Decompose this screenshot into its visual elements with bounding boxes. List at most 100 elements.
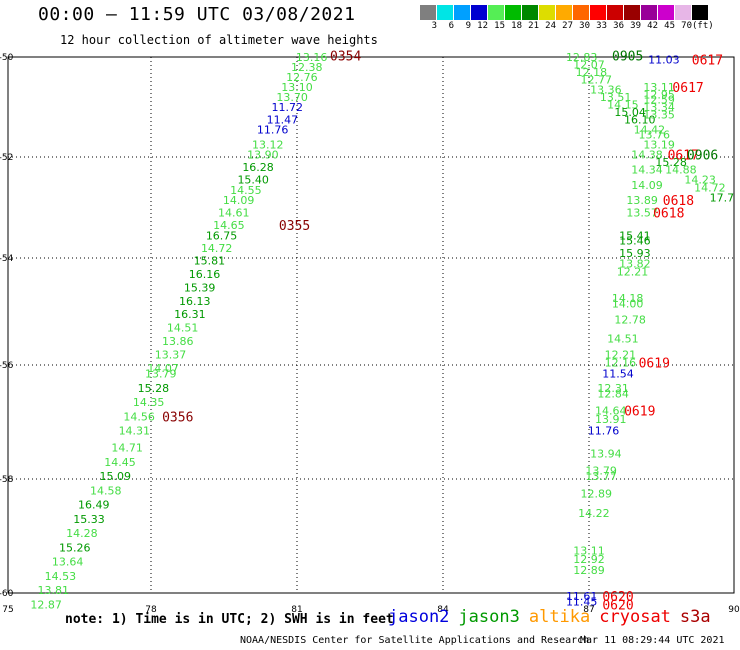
legend-altika: altika — [528, 607, 591, 627]
wave-height-label: 11.45 — [566, 596, 598, 609]
latitude-tick-label: -58 — [0, 475, 14, 485]
colorbar-label: 6 — [448, 21, 454, 31]
wave-height-label: 14.18 — [612, 292, 644, 305]
wave-height-label: 15.93 — [619, 247, 651, 260]
longitude-tick-label: 90 — [728, 605, 740, 615]
footer-note: note: 1) Time is in UTC; 2) SWH is in fe… — [65, 612, 394, 627]
wave-height-colorbar — [420, 5, 709, 20]
pass-time-label: 0618 — [663, 194, 694, 209]
colorbar-label: 12 — [477, 21, 488, 31]
wave-height-label: 15.46 — [619, 234, 651, 247]
colorbar-swatch — [658, 5, 675, 20]
wave-height-label: 17.7 — [710, 191, 735, 204]
pass-time-label: 0617 — [668, 149, 699, 164]
latitude-tick-label: -52 — [0, 153, 13, 163]
wave-height-label: 15.41 — [619, 229, 651, 242]
wave-height-label: 13.51 — [600, 91, 632, 104]
pass-time-label: 0355 — [279, 219, 310, 234]
wave-height-label: 14.51 — [167, 322, 199, 335]
pass-time-label: 0620 — [602, 598, 633, 613]
colorbar-label: 45 — [664, 21, 675, 31]
generated-timestamp: Mar 11 08:29:44 UTC 2021 — [580, 635, 725, 646]
colorbar-swatch — [454, 5, 471, 20]
wave-height-label: 15.28 — [138, 382, 170, 395]
wave-height-label: 14.53 — [45, 570, 77, 583]
wave-height-label: 14.72 — [694, 181, 726, 194]
map-title: 00:00 – 11:59 UTC 03/08/2021 — [38, 4, 356, 25]
wave-height-label: 14.61 — [218, 207, 250, 220]
legend-jason3: jason3 — [458, 607, 520, 627]
wave-height-label: 13.77 — [585, 470, 617, 483]
wave-height-label: 16.10 — [624, 114, 656, 127]
wave-height-label: 12.89 — [581, 487, 613, 500]
wave-height-label: 14.51 — [607, 332, 639, 345]
wave-height-label: 12.31 — [597, 382, 629, 395]
wave-height-label: 13.94 — [590, 447, 622, 460]
map-subtitle: 12 hour collection of altimeter wave hei… — [60, 33, 378, 47]
wave-height-label: 13.11 — [643, 81, 675, 94]
wave-height-label: 15.04 — [614, 106, 646, 119]
colorbar-label: 27 — [562, 21, 573, 31]
wave-height-label: 11.47 — [267, 114, 299, 127]
wave-height-label: 11.76 — [588, 425, 620, 438]
wave-height-label: 15.09 — [100, 470, 132, 483]
wave-height-label: 11.72 — [272, 101, 304, 114]
wave-height-label: 13.76 — [639, 129, 671, 142]
wave-height-label: 12.84 — [597, 388, 629, 401]
wave-height-label: 12.77 — [581, 74, 613, 87]
colorbar-label: 39 — [630, 21, 641, 31]
legend-jason2: jason2 — [388, 607, 450, 627]
wave-height-label: 13.70 — [276, 91, 308, 104]
pass-time-label: 0620 — [602, 590, 633, 605]
pass-time-label: 0356 — [162, 410, 193, 425]
colorbar-swatch — [573, 5, 590, 20]
wave-height-label: 14.65 — [213, 219, 245, 232]
colorbar-swatch — [488, 5, 505, 20]
colorbar-labels: 3 6 9 12 15 18 21 24 27 30 33 36 39 42 45 70 (ft) — [420, 21, 714, 31]
wave-height-label: 13.12 — [252, 139, 284, 152]
wave-height-label: 12.18 — [576, 66, 608, 79]
colorbar-label: 3 — [431, 21, 437, 31]
wave-height-label: 14.55 — [230, 184, 262, 197]
wave-height-label: 13.57 — [626, 207, 658, 220]
wave-height-label: 13.64 — [52, 556, 84, 569]
wave-height-label: 14.35 — [133, 396, 165, 409]
wave-height-label: 13.86 — [162, 335, 194, 348]
wave-height-label: 13.37 — [155, 348, 187, 361]
wave-height-label: 12.87 — [30, 598, 62, 611]
pass-time-label: 0905 — [612, 50, 643, 65]
colorbar-swatch — [675, 5, 692, 20]
wave-height-label: 13.35 — [643, 109, 675, 122]
wave-height-label: 13.90 — [247, 149, 279, 162]
pass-time-label: 0906 — [687, 149, 718, 164]
wave-height-label: 12.95 — [643, 89, 675, 102]
wave-height-label: 16.31 — [174, 308, 206, 321]
wave-height-label: 16.49 — [78, 499, 110, 512]
latitude-tick-label: -56 — [0, 361, 14, 371]
colorbar-label: 36 — [613, 21, 624, 31]
wave-height-label: 13.82 — [619, 257, 651, 270]
colorbar-swatch — [539, 5, 556, 20]
wave-height-label: 15.39 — [184, 281, 216, 294]
wave-height-label: 14.09 — [631, 179, 663, 192]
pass-time-label: 0617 — [672, 81, 703, 96]
wave-height-label: 15.40 — [237, 174, 269, 187]
wave-height-label: 16.13 — [179, 295, 211, 308]
wave-height-label: 14.88 — [665, 164, 697, 177]
wave-height-label: 14.64 — [595, 405, 627, 418]
wave-height-label: 14.45 — [104, 456, 136, 469]
wave-height-label: 14.38 — [631, 149, 663, 162]
wave-height-label: 13.89 — [626, 194, 658, 207]
wave-height-label: 14.23 — [684, 174, 716, 187]
colorbar-label: 30 — [579, 21, 590, 31]
latitude-tick-label: -60 — [0, 589, 14, 599]
colorbar-swatch — [437, 5, 454, 20]
colorbar-swatch — [624, 5, 641, 20]
colorbar-swatch — [471, 5, 488, 20]
colorbar-label: 33 — [596, 21, 607, 31]
credit-line: NOAA/NESDIS Center for Satellite Applica… — [240, 635, 590, 646]
latitude-tick-label: -50 — [0, 53, 14, 63]
colorbar-label: 15 — [494, 21, 505, 31]
wave-height-label: 15.81 — [194, 255, 226, 268]
map-frame — [7, 56, 735, 594]
